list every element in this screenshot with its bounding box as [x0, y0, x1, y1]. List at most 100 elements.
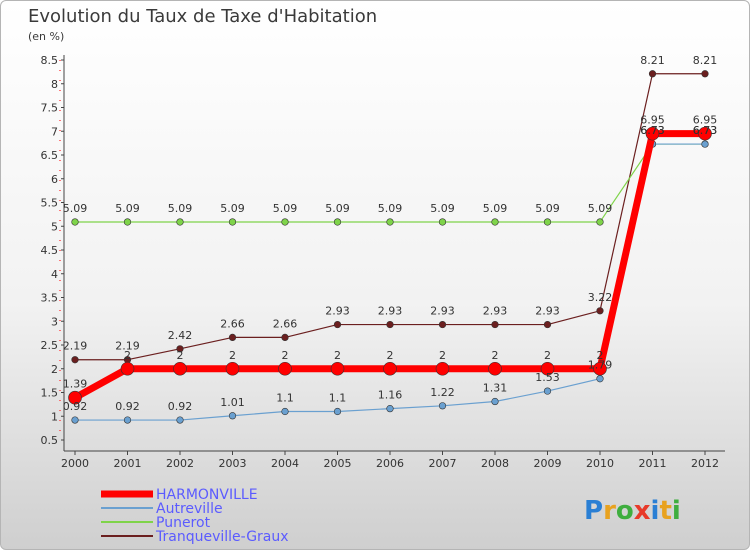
y-tick-label: 4.5: [41, 244, 59, 257]
data-point: [383, 361, 397, 376]
data-label: 0.92: [115, 400, 140, 413]
x-tick-label: 2001: [114, 457, 142, 470]
data-label: 1.31: [483, 382, 508, 395]
data-point: [596, 375, 604, 383]
data-point: [543, 320, 552, 329]
data-point: [386, 218, 394, 226]
legend-label: HARMONVILLE: [156, 487, 258, 503]
data-point: [281, 218, 289, 226]
data-point: [645, 126, 660, 141]
data-label: 6.95: [693, 114, 718, 127]
x-tick-label: 2000: [61, 457, 89, 470]
logo-letter: i: [651, 496, 660, 526]
data-point: [386, 405, 394, 413]
logo-letter: i: [672, 496, 681, 526]
y-tick-label: 8.5: [41, 54, 59, 67]
data-point: [488, 361, 502, 376]
data-point: [593, 361, 607, 376]
y-tick-label: 7: [51, 125, 58, 138]
data-label: 2: [492, 349, 499, 362]
x-tick-label: 2005: [324, 457, 352, 470]
logo-letter: o: [616, 496, 634, 526]
data-label: 1.16: [378, 389, 403, 402]
data-point: [491, 218, 499, 226]
data-point: [176, 218, 184, 226]
data-point: [701, 70, 709, 78]
y-tick-label: 4: [51, 268, 58, 281]
data-label: 5.09: [115, 202, 140, 215]
data-label: 6.73: [640, 124, 665, 137]
data-label: 2: [229, 349, 236, 362]
data-point: [333, 407, 342, 416]
x-tick-label: 2003: [219, 457, 247, 470]
logo-letter: x: [634, 496, 651, 526]
x-tick-label: 2004: [271, 457, 299, 470]
data-point: [176, 416, 184, 424]
data-point: [281, 333, 289, 342]
data-point: [438, 320, 447, 329]
data-label: 2.93: [430, 305, 455, 318]
y-tick-label: 2.5: [41, 339, 59, 352]
data-label: 1.53: [535, 371, 560, 384]
y-tick-label: 5.5: [41, 197, 59, 210]
data-point: [68, 390, 82, 405]
data-point: [438, 218, 447, 226]
data-label: 2: [544, 349, 551, 362]
data-label: 5.09: [220, 202, 245, 215]
data-point: [123, 416, 132, 424]
data-label: 2.93: [483, 305, 508, 318]
y-tick-label: 1.5: [41, 387, 59, 400]
data-label: 5.09: [378, 202, 403, 215]
data-point: [120, 361, 135, 376]
data-label: 2.93: [325, 305, 350, 318]
data-label: 6.95: [640, 114, 665, 127]
data-label: 2.93: [535, 305, 560, 318]
y-tick-label: 3: [51, 315, 58, 328]
data-label: 5.09: [588, 202, 613, 215]
data-point: [228, 218, 237, 226]
data-label: 8.21: [640, 54, 665, 67]
y-tick-label: 2: [51, 363, 58, 376]
data-point: [176, 345, 184, 353]
data-point: [71, 218, 79, 226]
data-point: [438, 402, 447, 410]
x-tick-label: 2011: [639, 457, 667, 470]
data-label: 2.19: [115, 340, 140, 353]
data-label: 2: [387, 349, 394, 362]
data-point: [333, 218, 342, 226]
y-tick-label: 1: [51, 410, 58, 423]
data-point: [333, 320, 342, 329]
data-label: 2.19: [63, 340, 88, 353]
data-point: [491, 397, 499, 406]
legend-label: Tranqueville-Graux: [155, 529, 289, 545]
data-point: [543, 387, 552, 395]
data-label: 6.73: [693, 124, 718, 137]
data-label: 2: [334, 349, 341, 362]
x-tick-label: 2009: [534, 457, 562, 470]
data-point: [698, 126, 712, 141]
y-tick-label: 6: [51, 173, 58, 186]
x-tick-label: 2008: [481, 457, 509, 470]
data-point: [540, 361, 555, 376]
data-label: 0.92: [168, 400, 193, 413]
y-tick-label: 6.5: [41, 149, 59, 162]
data-label: 1.22: [430, 386, 455, 399]
data-point: [701, 140, 709, 148]
legend-label: Punerot: [156, 515, 211, 531]
data-label: 2.66: [273, 317, 298, 330]
data-label: 5.09: [168, 202, 193, 215]
data-label: 3.22: [588, 291, 613, 304]
logo-letter: r: [603, 496, 616, 526]
y-tick-label: 7.5: [41, 102, 59, 115]
y-tick-label: 3.5: [41, 292, 59, 305]
data-point: [71, 416, 79, 424]
data-label: 6.73: [693, 124, 718, 137]
data-point: [173, 361, 187, 376]
data-label: 0.92: [63, 400, 88, 413]
data-label: 2: [282, 349, 289, 362]
data-point: [225, 361, 240, 376]
data-label: 2.66: [220, 317, 245, 330]
data-point: [281, 407, 289, 416]
data-label: 2: [597, 349, 604, 362]
